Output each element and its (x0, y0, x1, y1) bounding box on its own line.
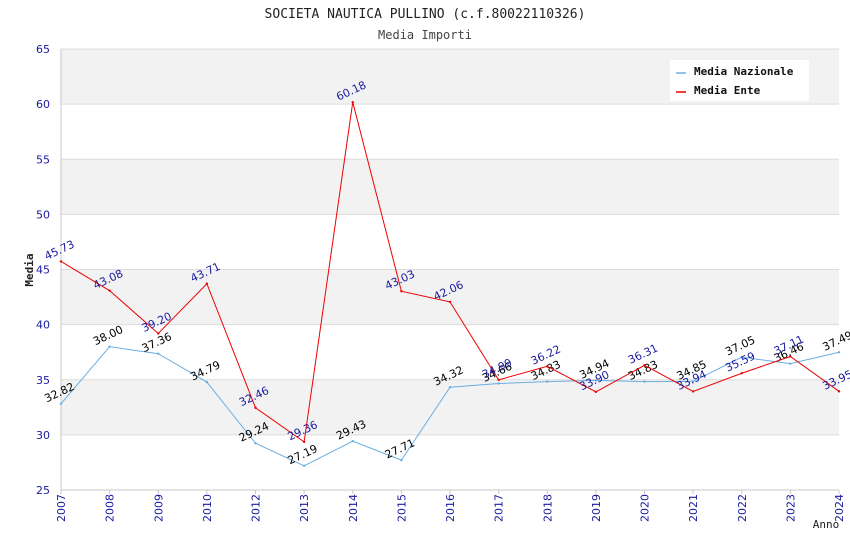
data-point-media-nazionale (108, 345, 111, 348)
data-point-media-nazionale (351, 439, 354, 443)
legend: Media Nazionale Media Ente (670, 60, 809, 101)
x-tick-label: 2024 (833, 494, 846, 522)
data-point-media-ente (837, 390, 841, 393)
x-axis-label: Anno (813, 518, 840, 531)
data-point-media-ente (448, 300, 452, 304)
data-point-media-ente (643, 364, 646, 367)
data-point-media-ente (789, 355, 792, 358)
y-tick-label: 35 (36, 374, 50, 387)
x-tick-label: 2023 (784, 494, 797, 522)
data-point-media-nazionale (400, 458, 403, 462)
y-tick-label: 60 (36, 98, 50, 111)
legend-label-media-ente: Media Ente (694, 84, 761, 97)
data-point-media-nazionale (643, 380, 646, 383)
data-point-media-nazionale (254, 442, 257, 445)
data-point-media-ente (59, 260, 63, 263)
data-point-media-ente (351, 100, 354, 104)
data-point-media-nazionale (594, 379, 598, 382)
data-point-media-ente (157, 332, 160, 335)
data-point-media-ente (740, 372, 743, 375)
y-tick-label: 65 (36, 43, 50, 56)
grid-band (61, 324, 839, 380)
x-tick-label: 2015 (395, 494, 408, 522)
x-tick-label: 2007 (55, 494, 68, 522)
data-point-media-ente (546, 365, 549, 368)
data-point-media-nazionale (497, 382, 500, 385)
y-tick-label: 25 (36, 484, 50, 497)
data-point-media-nazionale (740, 355, 743, 359)
y-tick-label: 30 (36, 429, 50, 442)
legend-box (670, 60, 809, 101)
plot-area: 25 30 35 40 45 50 55 60 65 2007 2008 2009 2010 2012 20… (36, 43, 850, 522)
x-tick-label: 2010 (201, 494, 214, 522)
x-tick-label: 2017 (493, 494, 506, 522)
x-tick-label: 2022 (736, 494, 749, 522)
data-point-media-nazionale (691, 380, 695, 383)
grid-band (61, 269, 839, 325)
x-tick-label: 2014 (347, 494, 360, 522)
y-tick-label: 50 (36, 208, 50, 221)
chart-subtitle: Media Importi (378, 28, 472, 42)
y-tick-label: 55 (36, 153, 50, 166)
x-tick-label: 2021 (687, 494, 700, 522)
data-point-media-nazionale (205, 380, 209, 384)
x-tick-label: 2012 (250, 494, 263, 522)
data-point-media-ente (497, 378, 500, 382)
data-point-media-ente (691, 390, 695, 393)
chart-title: SOCIETA NAUTICA PULLINO (c.f.80022110326… (265, 7, 586, 22)
grid-band (61, 434, 839, 490)
data-point-media-nazionale (837, 351, 841, 354)
data-point-media-ente (302, 440, 306, 444)
data-point-media-ente (205, 282, 209, 285)
x-tick-label: 2013 (298, 494, 311, 522)
data-point-media-nazionale (448, 386, 452, 389)
x-tick-label: 2018 (541, 494, 554, 522)
data-point-media-ente (108, 289, 111, 292)
x-tick-label: 2020 (639, 494, 652, 522)
x-tick-label: 2019 (590, 494, 603, 522)
grid-band (61, 379, 839, 435)
x-tick-label: 2008 (104, 494, 117, 522)
data-point-media-nazionale (302, 464, 306, 468)
data-point-media-ente (400, 290, 403, 293)
x-tick-label: 2016 (444, 494, 457, 522)
x-tick-label: 2009 (152, 494, 165, 522)
legend-label-media-nazionale: Media Nazionale (694, 65, 794, 78)
data-point-media-ente (254, 406, 257, 409)
data-point-media-nazionale (157, 352, 160, 355)
grid-band (61, 104, 839, 160)
data-point-media-nazionale (546, 380, 549, 383)
y-axis-label: Media (23, 253, 36, 286)
y-tick-label: 45 (36, 264, 50, 277)
data-point-media-ente (594, 390, 598, 394)
data-point-media-nazionale (789, 362, 792, 365)
y-tick-label: 40 (36, 319, 50, 332)
grid-band (61, 214, 839, 270)
data-point-media-nazionale (59, 402, 63, 405)
grid-band (61, 159, 839, 215)
